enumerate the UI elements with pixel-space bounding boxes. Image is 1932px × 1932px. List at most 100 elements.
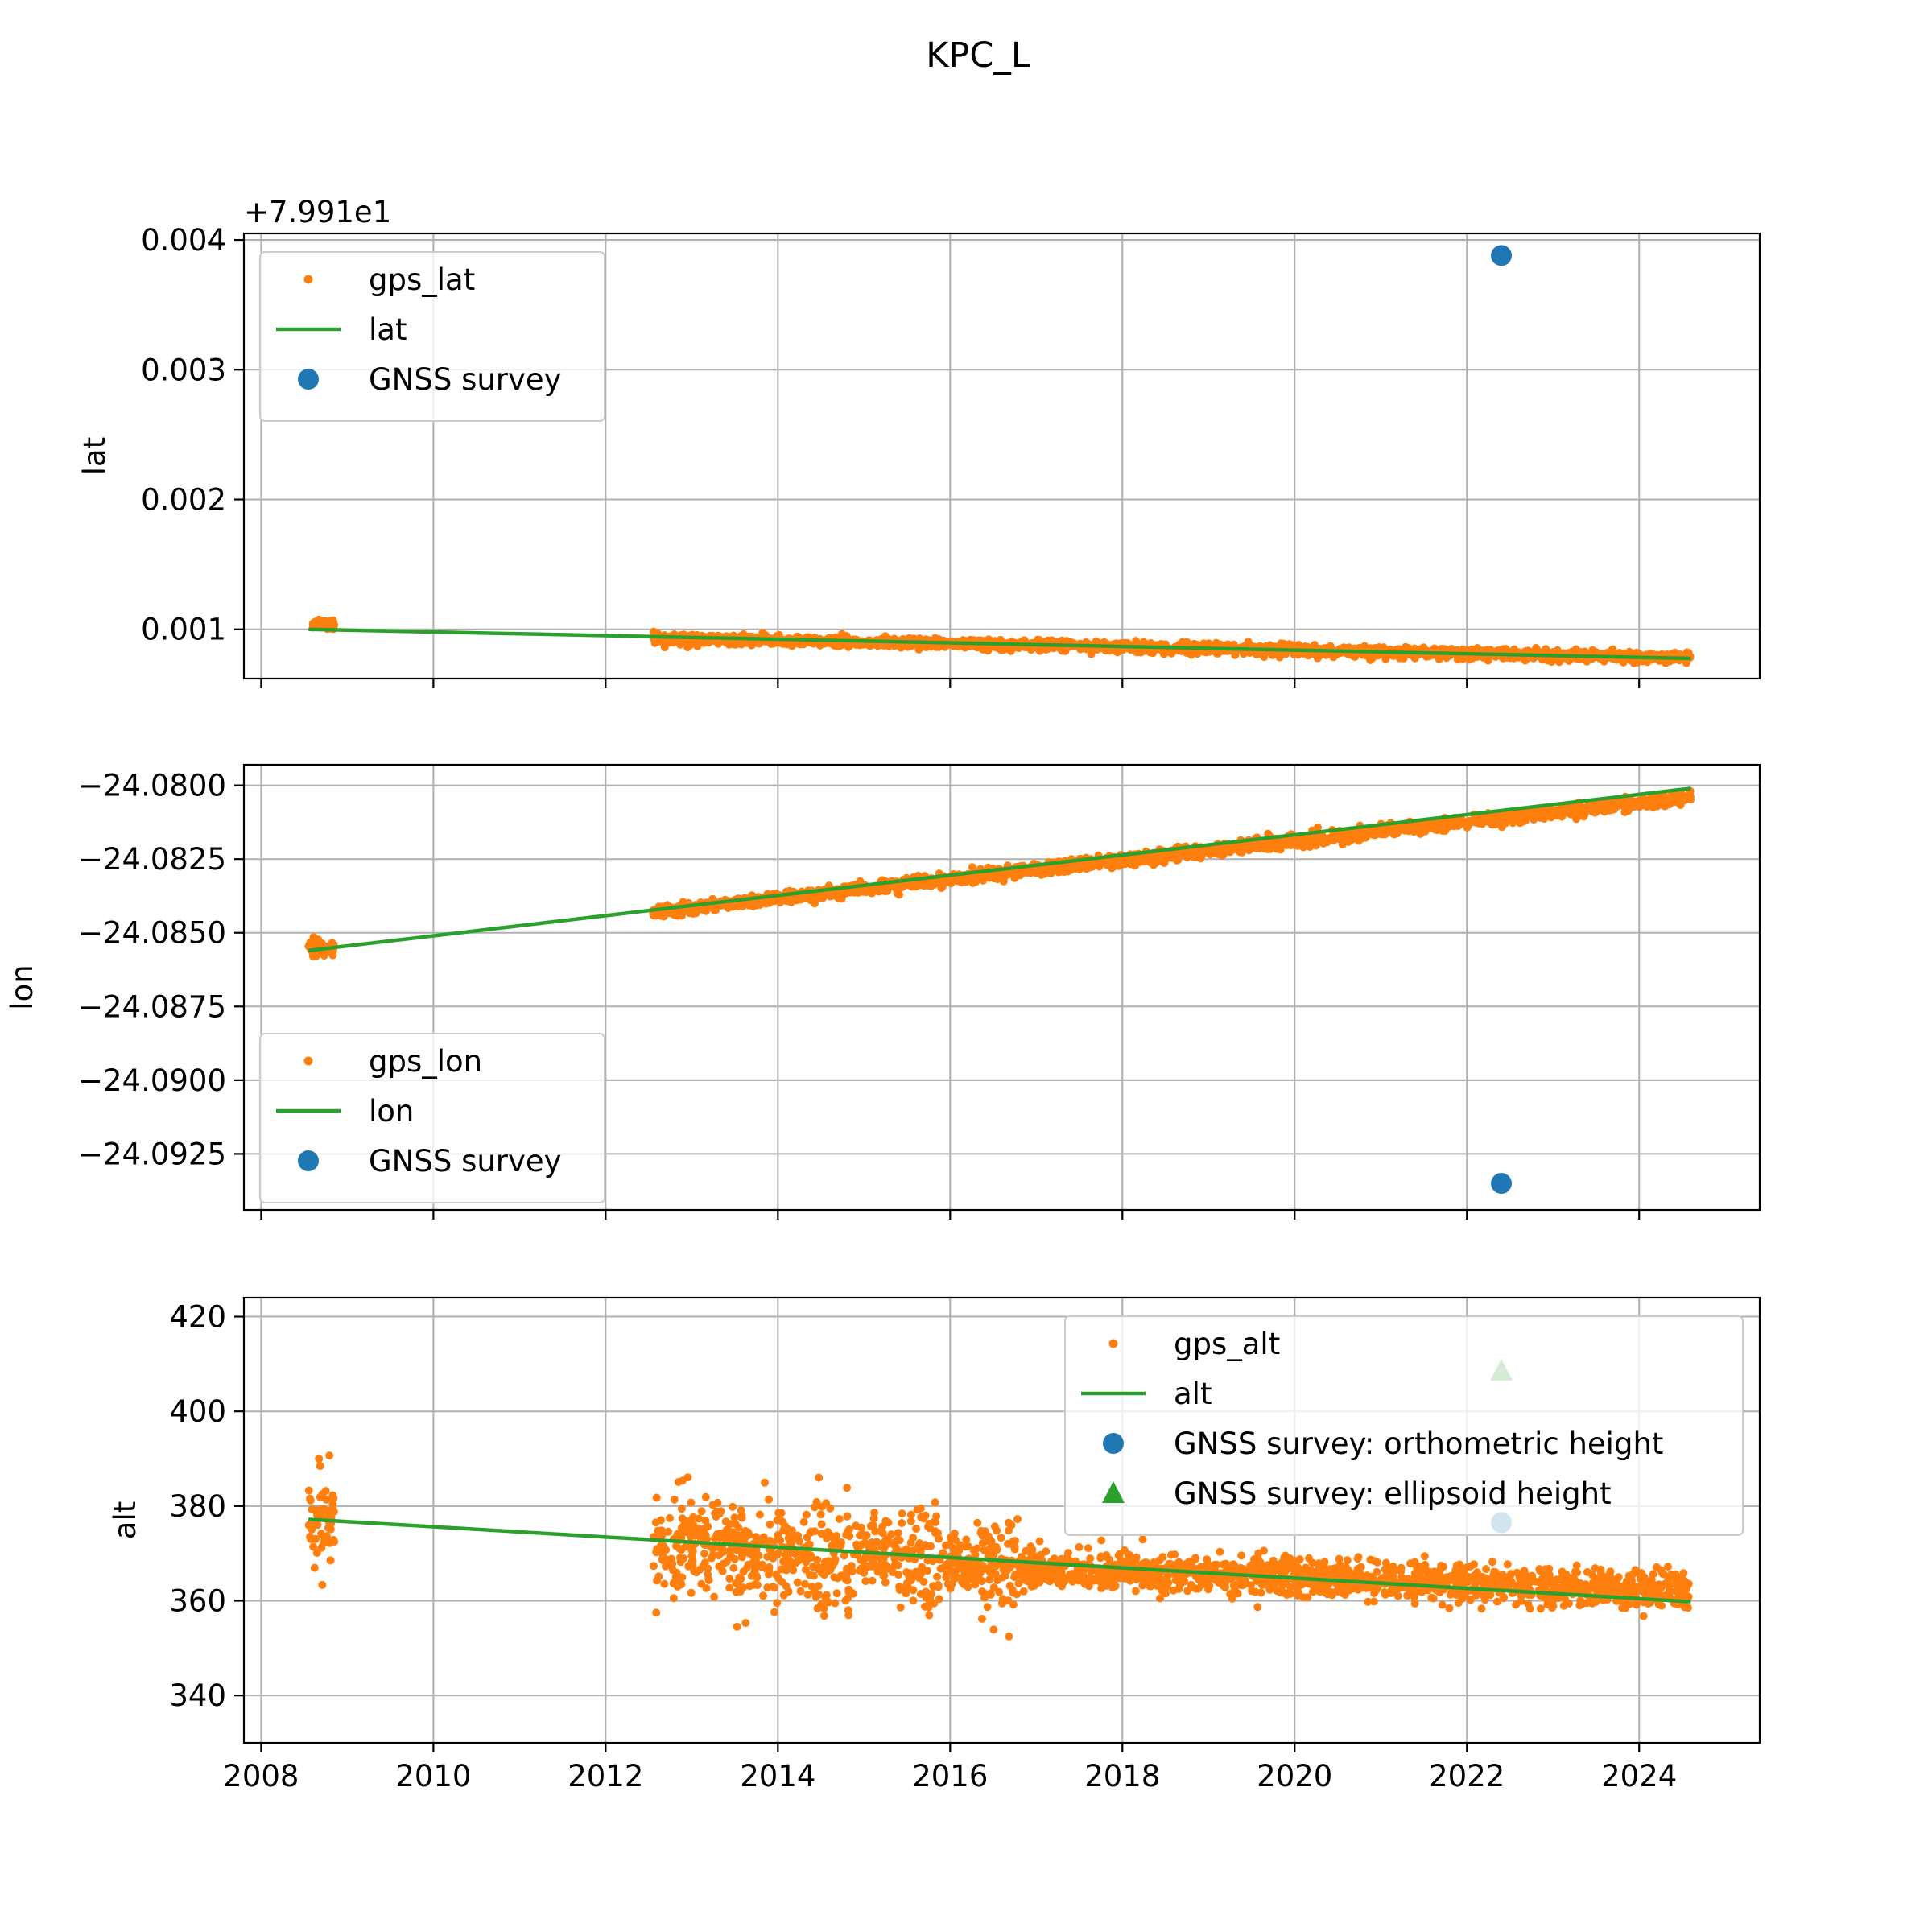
- data-point: [659, 638, 667, 647]
- data-point: [317, 1530, 326, 1538]
- legend-label: GNSS survey: [369, 1144, 562, 1179]
- data-point: [1038, 645, 1047, 654]
- data-point: [730, 1513, 739, 1522]
- data-point: [315, 1455, 324, 1463]
- data-point: [304, 1521, 313, 1530]
- data-point: [678, 1573, 687, 1582]
- data-point: [1415, 822, 1424, 831]
- data-point: [753, 1573, 762, 1582]
- y-tick-label: −24.0800: [78, 769, 226, 803]
- data-point: [968, 878, 977, 887]
- data-point: [722, 1558, 731, 1566]
- data-point: [1252, 650, 1261, 658]
- data-point: [1426, 824, 1435, 832]
- data-point: [687, 1558, 696, 1566]
- data-point: [1253, 840, 1262, 848]
- data-point: [761, 1478, 769, 1487]
- data-point: [1286, 840, 1294, 849]
- data-point: [674, 1478, 683, 1486]
- plot-area: [304, 1359, 1693, 1641]
- data-point: [1583, 804, 1591, 813]
- data-point: [1402, 643, 1411, 652]
- data-point: [919, 881, 928, 890]
- data-point: [987, 873, 996, 881]
- data-point: [1533, 812, 1542, 821]
- data-point: [724, 1534, 733, 1542]
- data-point: [735, 1573, 744, 1582]
- data-point: [1356, 835, 1365, 844]
- data-point: [930, 880, 939, 889]
- data-point: [689, 1521, 698, 1529]
- data-point: [1686, 795, 1695, 804]
- data-point: [1369, 828, 1378, 836]
- data-point: [1335, 835, 1344, 844]
- data-point: [1348, 835, 1357, 844]
- y-tick-label: 0.002: [141, 483, 226, 518]
- y-tick-label: −24.0825: [78, 842, 226, 877]
- data-point: [652, 1493, 661, 1502]
- data-point: [1520, 812, 1529, 820]
- y-tick-label: 0.003: [141, 353, 226, 387]
- data-point: [993, 870, 1002, 879]
- data-point: [1060, 868, 1069, 877]
- data-point: [1608, 646, 1616, 654]
- data-point: [704, 1575, 713, 1583]
- data-point: [824, 1557, 832, 1566]
- data-point: [734, 1523, 743, 1532]
- data-point: [721, 1517, 730, 1526]
- y-tick-label: 0.004: [141, 223, 226, 258]
- data-point: [1178, 638, 1187, 646]
- data-point: [794, 1556, 803, 1565]
- data-point: [1565, 806, 1574, 815]
- data-point: [1287, 642, 1296, 650]
- data-point: [701, 1516, 710, 1525]
- survey-marker: [1491, 245, 1513, 266]
- fit-line-lat: [308, 627, 1691, 661]
- data-point: [683, 1473, 692, 1482]
- data-point: [1149, 853, 1158, 861]
- data-point: [1453, 817, 1462, 826]
- data-point: [840, 1551, 848, 1560]
- data-point: [1558, 805, 1567, 814]
- data-point: [702, 1584, 711, 1592]
- data-point: [707, 1554, 716, 1563]
- data-point: [1459, 645, 1468, 654]
- data-point: [732, 1533, 740, 1542]
- data-point: [1193, 650, 1202, 658]
- data-point: [823, 1567, 832, 1576]
- data-point: [308, 1505, 316, 1514]
- data-point: [687, 1588, 696, 1597]
- data-point: [737, 1550, 746, 1558]
- data-point: [778, 1517, 787, 1526]
- data-point: [1627, 799, 1636, 808]
- data-point: [802, 1565, 810, 1574]
- data-point: [796, 1587, 805, 1596]
- data-point: [312, 1510, 321, 1519]
- data-point: [795, 640, 804, 649]
- data-point: [1328, 832, 1337, 840]
- data-point: [758, 1537, 766, 1546]
- data-point: [779, 1591, 788, 1600]
- data-point: [752, 1533, 761, 1542]
- legend-handle-marker: [298, 369, 319, 390]
- data-point: [938, 882, 947, 891]
- y-tick-label: −24.0925: [78, 1137, 226, 1171]
- data-point: [913, 880, 922, 888]
- data-point: [663, 908, 671, 917]
- legend-box: [259, 251, 605, 422]
- data-point: [736, 1587, 745, 1596]
- data-point: [1104, 860, 1113, 869]
- legend-label: GNSS survey: [369, 362, 562, 397]
- data-point: [720, 1547, 729, 1556]
- y-tick-label: −24.0875: [78, 989, 226, 1024]
- data-point: [689, 1513, 698, 1521]
- data-point: [844, 1594, 852, 1603]
- data-point: [1217, 847, 1226, 856]
- data-point: [1614, 798, 1623, 807]
- data-point: [687, 1546, 696, 1554]
- data-point: [1474, 819, 1483, 828]
- data-point: [1216, 640, 1224, 649]
- data-point: [652, 1608, 661, 1617]
- data-point: [1512, 815, 1521, 824]
